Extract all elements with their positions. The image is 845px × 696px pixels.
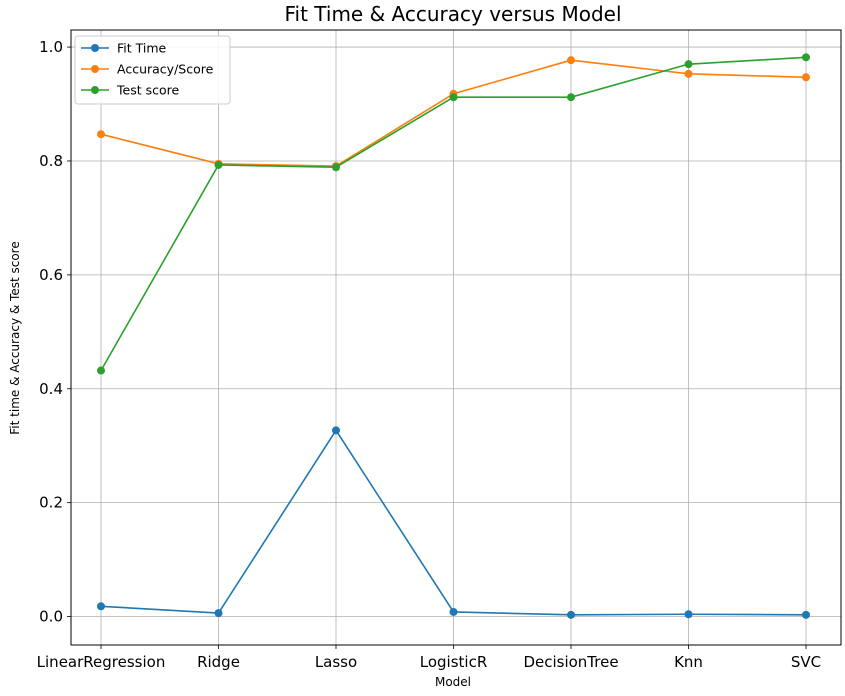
data-point bbox=[567, 56, 575, 65]
legend: Fit Time Accuracy/Score Test score bbox=[74, 35, 231, 105]
y-tick-label: 0.0 bbox=[39, 608, 63, 626]
x-tick-label: DecisionTree bbox=[523, 653, 618, 671]
data-point bbox=[97, 130, 105, 139]
data-point bbox=[684, 60, 693, 69]
data-point bbox=[684, 610, 693, 619]
legend-label: Accuracy/Score bbox=[117, 62, 214, 77]
data-point bbox=[684, 69, 693, 78]
data-point bbox=[449, 607, 458, 616]
series-test-score bbox=[97, 53, 810, 375]
legend-label: Fit Time bbox=[117, 41, 167, 56]
data-point bbox=[567, 610, 575, 619]
series-fit-time bbox=[97, 426, 810, 619]
y-tick-label: 0.2 bbox=[39, 494, 63, 512]
x-axis: LinearRegression Ridge Lasso LogisticR Decis… bbox=[37, 645, 821, 671]
data-point bbox=[97, 602, 105, 611]
data-point bbox=[449, 93, 458, 102]
x-axis-label: Model bbox=[435, 675, 471, 689]
data-point bbox=[214, 160, 223, 169]
x-tick-label: Lasso bbox=[315, 653, 357, 671]
y-tick-label: 0.4 bbox=[39, 380, 63, 398]
legend-marker bbox=[91, 44, 99, 52]
data-point bbox=[802, 610, 810, 619]
chart-title: Fit Time & Accuracy versus Model bbox=[284, 2, 621, 26]
legend-marker bbox=[91, 65, 99, 73]
x-tick-label: LogisticR bbox=[420, 653, 488, 671]
y-tick-label: 1.0 bbox=[39, 38, 63, 56]
series-layer bbox=[97, 53, 810, 619]
y-tick-label: 0.6 bbox=[39, 266, 63, 284]
data-point bbox=[802, 73, 810, 82]
data-point bbox=[214, 609, 223, 618]
data-point bbox=[332, 163, 340, 172]
grid bbox=[71, 30, 841, 645]
x-tick-label: LinearRegression bbox=[37, 653, 166, 671]
legend-label: Test score bbox=[116, 83, 179, 98]
legend-box bbox=[74, 35, 231, 105]
data-point bbox=[332, 426, 340, 435]
x-tick-label: Knn bbox=[674, 653, 703, 671]
data-point bbox=[567, 93, 575, 102]
data-point bbox=[97, 366, 105, 375]
data-point bbox=[802, 53, 810, 62]
x-tick-label: SVC bbox=[791, 653, 821, 671]
y-axis: 0.0 0.2 0.4 0.6 0.8 1.0 bbox=[39, 38, 71, 626]
y-axis-label: Fit time & Accuracy & Test score bbox=[8, 241, 22, 434]
plot-frame bbox=[70, 29, 842, 646]
x-tick-label: Ridge bbox=[197, 653, 240, 671]
legend-marker bbox=[91, 86, 99, 94]
y-tick-label: 0.8 bbox=[39, 152, 63, 170]
